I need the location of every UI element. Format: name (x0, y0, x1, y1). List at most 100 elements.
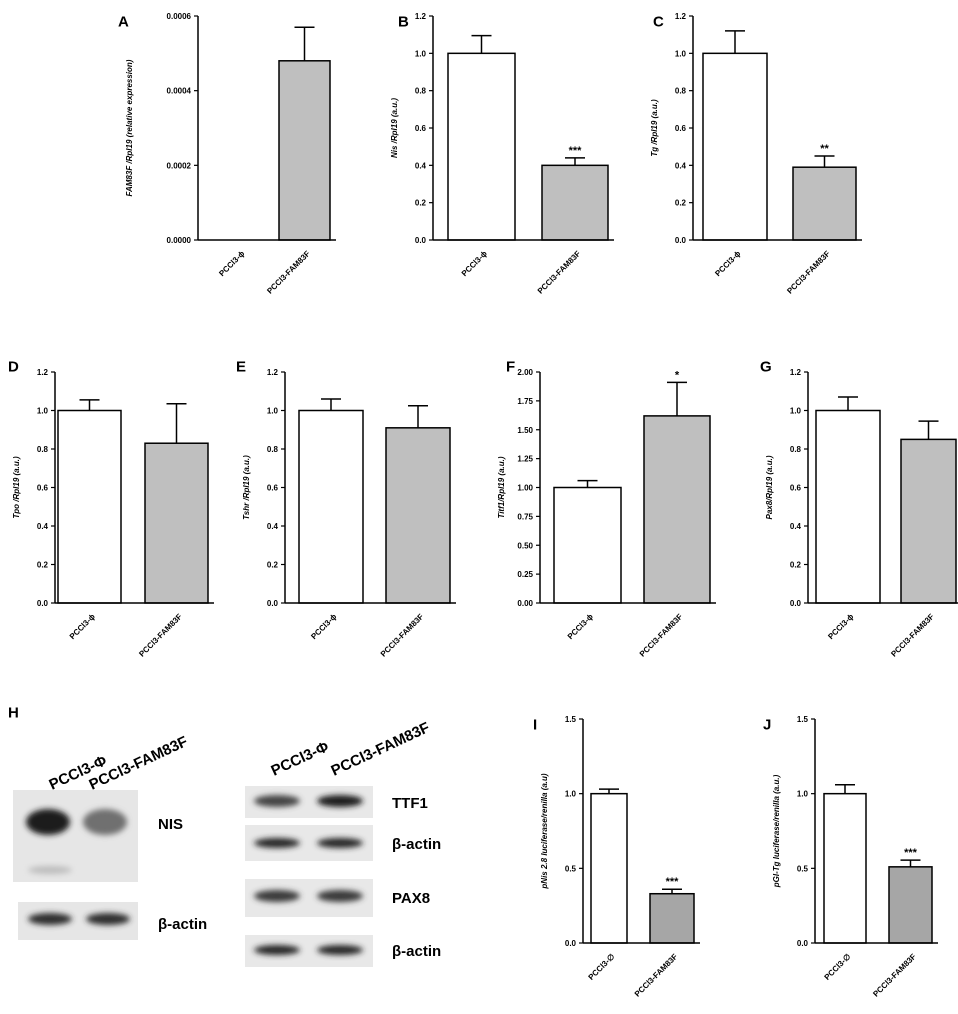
y-tick-label: 0.0006 (167, 12, 192, 21)
panel-letter-e: E (236, 358, 246, 375)
panel-letter-d: D (8, 358, 19, 375)
y-tick-label: 1.2 (415, 12, 427, 21)
blot-band (254, 838, 300, 848)
y-tick-label: 0.6 (267, 484, 279, 493)
blot-panel-h: HPCCl3-ΦPCCl3-FAM83FNISβ-actinPCCl3-ΦPCC… (8, 704, 441, 967)
bar-g-1 (815, 409, 881, 604)
blot-band (317, 945, 363, 955)
bar-c-2 (792, 166, 857, 241)
y-tick-label: 0.4 (415, 161, 427, 170)
chart-panel-i: I 0.0 0.5 1.0 1.5 pNis 2.8 luciferase/renilla… (533, 715, 700, 999)
bar-j-1 (823, 792, 867, 944)
blot-band (28, 866, 72, 874)
blot-band-label: β-actin (392, 943, 441, 960)
significance-label: * (675, 369, 680, 381)
bar-e-2 (385, 427, 451, 604)
y-tick-label: 1.25 (517, 455, 533, 464)
chart-panel-d: D 0.0 0.2 0.4 0.6 0.8 1.0 1.2 Tpo /Rpl19 (a.u.) P… (8, 358, 214, 659)
bar-b-2 (541, 164, 609, 241)
y-tick-label: 0.0 (415, 236, 427, 245)
chart-panel-a: A 0.0000 0.0002 0.0004 0.0006 FAM83F /Rpl19 (… (118, 12, 336, 296)
y-axis-label: Pax8/Rpl19 (a.u.) (765, 455, 774, 519)
y-tick-label: 0.0 (267, 599, 279, 608)
y-axis-label: Tpo /Rpl19 (a.u.) (12, 456, 21, 519)
blot-band-label: β-actin (158, 916, 207, 933)
y-tick-label: 0.50 (517, 541, 533, 550)
y-tick-label: 1.0 (267, 407, 279, 416)
y-tick-label: 0.8 (675, 87, 687, 96)
blot-band (26, 809, 70, 835)
x-category-label: PCCl3-ϕ (460, 249, 489, 278)
blot-band-label: TTF1 (392, 795, 428, 812)
y-tick-label: 0.4 (790, 522, 802, 531)
y-tick-label: 0.2 (675, 199, 687, 208)
y-tick-label: 0.2 (37, 561, 49, 570)
bar-j-2 (888, 866, 933, 944)
chart-panel-c: C 0.0 0.2 0.4 0.6 0.8 1.0 1.2 Tg /Rpl19 (a.u.) PC… (650, 12, 862, 296)
blot-band (254, 795, 300, 807)
y-tick-label: 0.4 (267, 522, 279, 531)
significance-label: ** (820, 143, 829, 155)
x-category-label: PCCl3-FAM83F (379, 612, 426, 659)
blot-strip (13, 790, 138, 882)
blot-band (317, 890, 363, 902)
x-category-label: PCCl3-FAM83F (265, 249, 312, 296)
y-axis-label: Tg /Rpl19 (a.u.) (650, 99, 659, 157)
significance-label: *** (569, 145, 583, 157)
blot-band (317, 795, 363, 807)
chart-panel-g: G 0.0 0.2 0.4 0.6 0.8 1.0 1.2 Pax8/Rpl19 (a.u.) P… (760, 358, 958, 659)
blot-band-label: PAX8 (392, 890, 430, 907)
x-category-label: PCCl3-FAM83F (137, 612, 184, 659)
chart-panel-f: F 0.00 0.25 0.50 0.75 1.00 1.25 1.50 1.75 2.00 Tit… (497, 358, 716, 659)
x-category-label: PCCl3-∅ (587, 952, 617, 982)
y-tick-label: 1.0 (675, 49, 687, 58)
x-category-label: PCCl3-FAM83F (889, 612, 936, 659)
bar-f-1 (553, 486, 622, 604)
y-tick-label: 1.2 (37, 368, 49, 377)
panel-letter-c: C (653, 13, 664, 30)
y-tick-label: 0.0 (675, 236, 687, 245)
bar-d-1 (57, 409, 122, 604)
y-tick-label: 1.0 (415, 49, 427, 58)
x-category-label: PCCl3-ϕ (713, 249, 742, 278)
bar-i-2 (649, 892, 695, 944)
blot-band (86, 913, 130, 925)
y-tick-label: 2.00 (517, 368, 533, 377)
x-category-label: PCCl3-FAM83F (785, 249, 832, 296)
y-axis-label: FAM83F /Rpl19 (relative expression) (125, 59, 134, 196)
y-tick-label: 0.0 (37, 599, 49, 608)
x-category-label: PCCl3-ϕ (68, 612, 97, 641)
x-category-label: PCCl3-FAM83F (871, 952, 918, 999)
panel-letter-g: G (760, 358, 772, 375)
bar-g-2 (900, 438, 957, 604)
y-tick-label: 0.0000 (167, 236, 192, 245)
y-tick-label: 0.8 (37, 445, 49, 454)
bar-f-2 (643, 415, 711, 604)
y-tick-label: 0.0004 (167, 87, 192, 96)
panel-letter-f: F (506, 358, 515, 375)
blot-band (254, 890, 300, 902)
significance-label: *** (904, 847, 918, 859)
y-tick-label: 0.0 (790, 599, 802, 608)
blot-lane-label: PCCl3-FAM83F (329, 719, 433, 779)
x-category-label: PCCl3-ϕ (566, 612, 595, 641)
y-tick-label: 0.75 (517, 512, 533, 521)
blot-band (317, 838, 363, 848)
bar-a-2 (278, 60, 331, 241)
chart-panel-j: J 0.0 0.5 1.0 1.5 pGl-Tg luciferase/renilla (… (763, 715, 938, 999)
y-tick-label: 1.00 (517, 484, 533, 493)
y-tick-label: 1.2 (790, 368, 802, 377)
y-tick-label: 1.50 (517, 426, 533, 435)
bar-b-1 (447, 52, 516, 241)
panel-letter-a: A (118, 13, 129, 30)
panel-letter-i: I (533, 716, 537, 733)
y-tick-label: 0.6 (675, 124, 687, 133)
y-tick-label: 0.4 (37, 522, 49, 531)
panel-letter-b: B (398, 13, 409, 30)
y-tick-label: 0.0 (797, 939, 809, 948)
y-tick-label: 0.6 (415, 124, 427, 133)
x-category-label: PCCl3-FAM83F (633, 952, 680, 999)
blot-band (83, 809, 127, 835)
y-tick-label: 0.25 (517, 570, 533, 579)
